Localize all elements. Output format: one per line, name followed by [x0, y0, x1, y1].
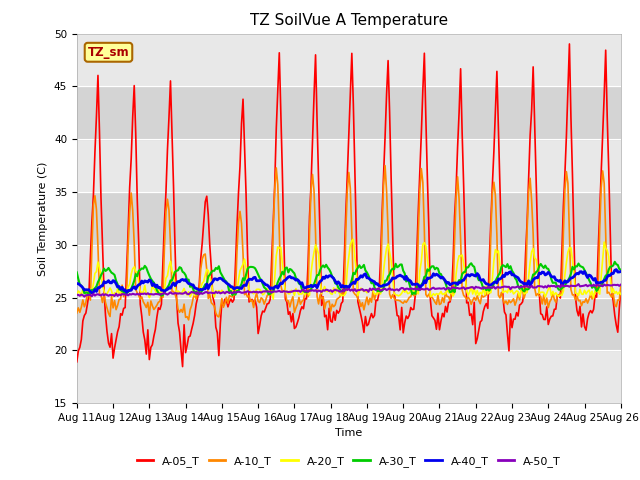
Bar [77, 34, 621, 86]
A-40_T [73, 281, 81, 287]
Line: A-30_T: A-30_T [77, 262, 621, 296]
A-05_T [415, 207, 422, 213]
A-30_T [415, 287, 422, 293]
A-50_T [575, 281, 582, 287]
A-05_T [552, 306, 559, 312]
Legend: A-05_T, A-10_T, A-20_T, A-30_T, A-40_T, A-50_T: A-05_T, A-10_T, A-20_T, A-30_T, A-40_T, … [132, 452, 566, 471]
A-20_T [617, 291, 625, 297]
Bar [77, 192, 621, 245]
A-30_T [552, 280, 559, 286]
A-50_T [617, 282, 625, 288]
A-05_T [403, 313, 410, 319]
A-50_T [176, 290, 184, 296]
A-50_T [415, 286, 422, 291]
A-05_T [174, 320, 182, 326]
A-30_T [73, 269, 81, 275]
A-10_T [73, 310, 81, 316]
A-30_T [384, 274, 392, 279]
A-10_T [174, 306, 182, 312]
X-axis label: Time: Time [335, 429, 362, 438]
Line: A-50_T: A-50_T [77, 284, 621, 297]
A-20_T [269, 296, 277, 302]
Bar [77, 245, 621, 298]
A-10_T [554, 292, 561, 298]
A-40_T [90, 289, 97, 295]
Bar [77, 350, 621, 403]
A-10_T [381, 163, 389, 168]
Line: A-20_T: A-20_T [77, 239, 621, 299]
A-40_T [176, 279, 184, 285]
A-05_T [384, 58, 392, 63]
A-40_T [403, 274, 410, 279]
A-30_T [617, 267, 625, 273]
Line: A-40_T: A-40_T [77, 270, 621, 293]
A-10_T [386, 291, 394, 297]
A-20_T [174, 288, 182, 294]
A-20_T [73, 292, 81, 298]
A-50_T [73, 292, 81, 298]
A-10_T [88, 245, 96, 251]
Bar [77, 298, 621, 350]
A-05_T [88, 218, 96, 224]
Text: TZ_sm: TZ_sm [88, 46, 129, 59]
A-40_T [88, 290, 96, 296]
A-20_T [386, 249, 394, 255]
A-20_T [88, 289, 96, 295]
A-40_T [415, 282, 422, 288]
Line: A-10_T: A-10_T [77, 166, 621, 320]
A-10_T [404, 297, 412, 303]
A-50_T [403, 286, 410, 291]
A-50_T [81, 294, 88, 300]
A-05_T [179, 364, 186, 370]
A-10_T [617, 283, 625, 288]
A-30_T [88, 287, 96, 293]
A-30_T [176, 264, 184, 270]
A-20_T [404, 291, 412, 297]
A-05_T [617, 288, 625, 293]
A-10_T [185, 317, 193, 323]
A-40_T [617, 269, 625, 275]
A-30_T [403, 278, 410, 284]
A-40_T [552, 277, 559, 283]
Bar [77, 86, 621, 139]
A-50_T [384, 287, 392, 292]
A-50_T [90, 291, 97, 297]
A-05_T [73, 359, 81, 365]
A-20_T [416, 268, 424, 274]
A-20_T [349, 236, 357, 242]
A-40_T [384, 281, 392, 287]
Y-axis label: Soil Temperature (C): Soil Temperature (C) [38, 161, 48, 276]
A-10_T [416, 188, 424, 193]
A-30_T [157, 293, 165, 299]
A-05_T [566, 41, 573, 47]
A-50_T [552, 284, 559, 290]
Bar [77, 139, 621, 192]
Title: TZ SoilVue A Temperature: TZ SoilVue A Temperature [250, 13, 448, 28]
A-30_T [611, 259, 619, 264]
Line: A-05_T: A-05_T [77, 44, 621, 367]
A-40_T [612, 267, 620, 273]
A-20_T [554, 292, 561, 298]
